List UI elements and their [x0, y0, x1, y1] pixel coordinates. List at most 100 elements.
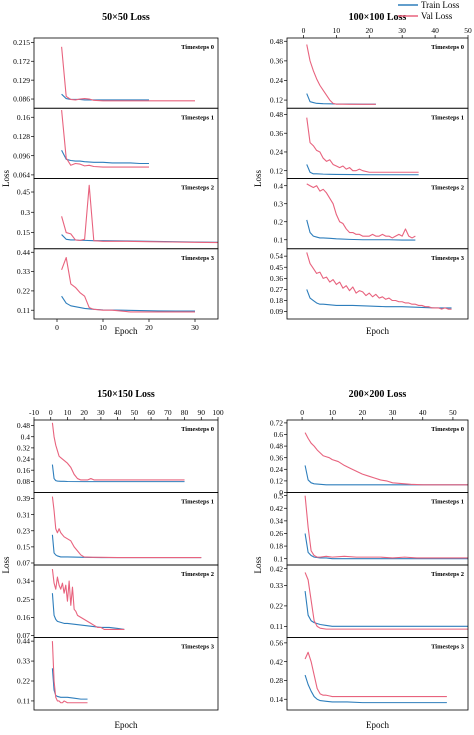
subplot-timesteps-3: 0.14 0.28 0.42 0.56 Timesteps 3: [270, 637, 469, 711]
train-loss-line: [304, 590, 468, 627]
y-tick-label: 0.2: [274, 217, 284, 226]
subplot-label: Timesteps 1: [431, 114, 464, 121]
y-tick-label: 0.1: [274, 235, 284, 244]
x-tick-label: 60: [147, 408, 155, 417]
y-tick-label: 0.18: [270, 542, 283, 551]
y-tick-label: 0.16: [17, 613, 30, 622]
chart-1: 50×50 Loss Epoch Loss 0 10 20 30 0.086 0.129 0.17…: [1, 12, 219, 336]
subplot-timesteps-2: 0.11 0.22 0.33 0.42 Timesteps 2: [270, 564, 469, 638]
y-tick-label: 0.25: [17, 595, 30, 604]
y-tick-label: 0.16: [17, 466, 30, 475]
y-tick-label: 0.56: [270, 638, 283, 647]
y-tick-label: 0.096: [13, 151, 30, 160]
subplot-label: Timesteps 0: [181, 44, 214, 51]
y-tick-label: 0.24: [270, 148, 283, 157]
x-tick-label: 70: [164, 408, 172, 417]
subplot-timesteps-1: 0.07 0.15 0.23 0.31 0.39 Timesteps 1: [17, 492, 219, 568]
x-tick-label: 40: [114, 408, 122, 417]
train-loss-line: [51, 668, 88, 700]
y-tick-label: 0.12: [270, 166, 283, 175]
y-tick-label: 0.128: [13, 132, 30, 141]
train-loss-line: [306, 289, 452, 309]
y-tick-label: 0.16: [17, 113, 30, 122]
subplot-timesteps-1: 0.12 0.24 0.36 0.48 Timesteps 1: [270, 107, 469, 179]
chart-title: 150×150 Loss: [97, 389, 155, 400]
subplot-frame: [286, 248, 469, 320]
y-tick-label: 0.18: [270, 296, 283, 305]
train-loss-line: [51, 464, 185, 483]
subplot-frame: [286, 637, 469, 711]
y-tick-label: 0.07: [17, 631, 30, 640]
subplot-timesteps-0: 0 0.12 0.24 0.36 0.48 0.6 0.72 Timesteps 0: [270, 419, 469, 497]
y-tick-label: 0.3: [274, 199, 284, 208]
y-tick-label: 0.28: [270, 676, 283, 685]
x-tick-label: 10: [99, 323, 107, 332]
train-loss-line: [51, 593, 125, 630]
x-tick-label: 10: [64, 408, 72, 417]
subplot-timesteps-3: 0.11 0.22 0.33 0.44 Timesteps 3: [17, 248, 219, 320]
legend-label: Val Loss: [421, 11, 453, 21]
subplot-timesteps-2: 0.07 0.16 0.25 0.34 Timesteps 2: [17, 564, 219, 640]
train-loss-line: [304, 674, 447, 704]
y-tick-label: 0.48: [17, 421, 30, 430]
y-tick-label: 0.36: [270, 129, 283, 138]
subplot-timesteps-0: 0.12 0.24 0.36 0.48 Timesteps 0: [270, 37, 469, 109]
val-loss-line: [51, 641, 88, 704]
y-tick-label: 0.4: [274, 181, 284, 190]
y-tick-label: 0.08: [17, 477, 30, 486]
train-loss-line: [51, 534, 202, 559]
y-tick-label: 0.45: [17, 188, 30, 197]
train-loss-line: [304, 465, 468, 486]
x-tick-label: 0: [55, 323, 59, 332]
y-tick-label: 0.22: [17, 287, 30, 296]
val-loss-line: [61, 256, 195, 313]
subplot-timesteps-1: 0.1 0.18 0.26 0.34 0.42 0.5 Timesteps 1: [270, 491, 469, 566]
x-tick-label: 40: [419, 408, 427, 417]
y-tick-label: 0.23: [17, 526, 30, 535]
subplot-label: Timesteps 3: [431, 644, 465, 651]
x-tick-label: -10: [29, 408, 39, 417]
val-loss-line: [306, 183, 416, 239]
y-tick-label: 0.11: [17, 697, 30, 706]
y-tick-label: 0.14: [270, 695, 283, 704]
subplot-label: Timesteps 1: [181, 114, 214, 121]
y-tick-label: 0.24: [270, 76, 283, 85]
y-tick-label: 0.172: [13, 57, 30, 66]
legend-label: Train Loss: [421, 0, 460, 10]
val-loss-line: [306, 44, 376, 105]
y-tick-label: 0.33: [270, 581, 283, 590]
y-tick-label: 0.11: [270, 622, 283, 631]
x-tick-label: 20: [359, 408, 367, 417]
chart-4: 200×200 Loss Epoch Loss 0 10 20 30 40 50 0 0.12 0.2…: [253, 389, 469, 730]
subplot-label: Timesteps 2: [431, 185, 464, 192]
subplot-label: Timesteps 1: [181, 499, 214, 506]
y-tick-label: 0.72: [270, 419, 283, 428]
y-tick-label: 0.215: [13, 38, 30, 47]
subplot-label: Timesteps 0: [431, 44, 464, 51]
val-loss-line: [61, 184, 218, 244]
y-tick-label: 0: [279, 488, 283, 497]
y-tick-label: 0.42: [270, 564, 283, 573]
y-tick-label: 0.33: [17, 657, 30, 666]
y-tick-label: 0.33: [17, 267, 30, 276]
y-tick-label: 0.24: [270, 465, 283, 474]
y-tick-label: 0.48: [270, 110, 283, 119]
subplot-timesteps-2: 0.1 0.2 0.3 0.4 Timesteps 2: [274, 178, 469, 250]
y-axis-label: Loss: [253, 170, 263, 188]
train-loss-line: [61, 93, 149, 101]
x-tick-label: 80: [181, 408, 189, 417]
val-loss-line: [304, 432, 468, 486]
x-axis-label: Epoch: [366, 720, 389, 730]
x-tick-label: 30: [191, 323, 199, 332]
train-loss-line: [304, 533, 468, 560]
y-tick-label: 0.09: [270, 307, 283, 316]
val-loss-line: [306, 252, 452, 310]
x-tick-label: 100: [212, 408, 224, 417]
y-axis-label: Loss: [1, 556, 11, 574]
y-tick-label: 0.45: [270, 263, 283, 272]
y-tick-label: 0.34: [17, 577, 30, 586]
y-tick-label: 0.54: [270, 252, 283, 261]
y-axis-label: Loss: [253, 556, 263, 574]
